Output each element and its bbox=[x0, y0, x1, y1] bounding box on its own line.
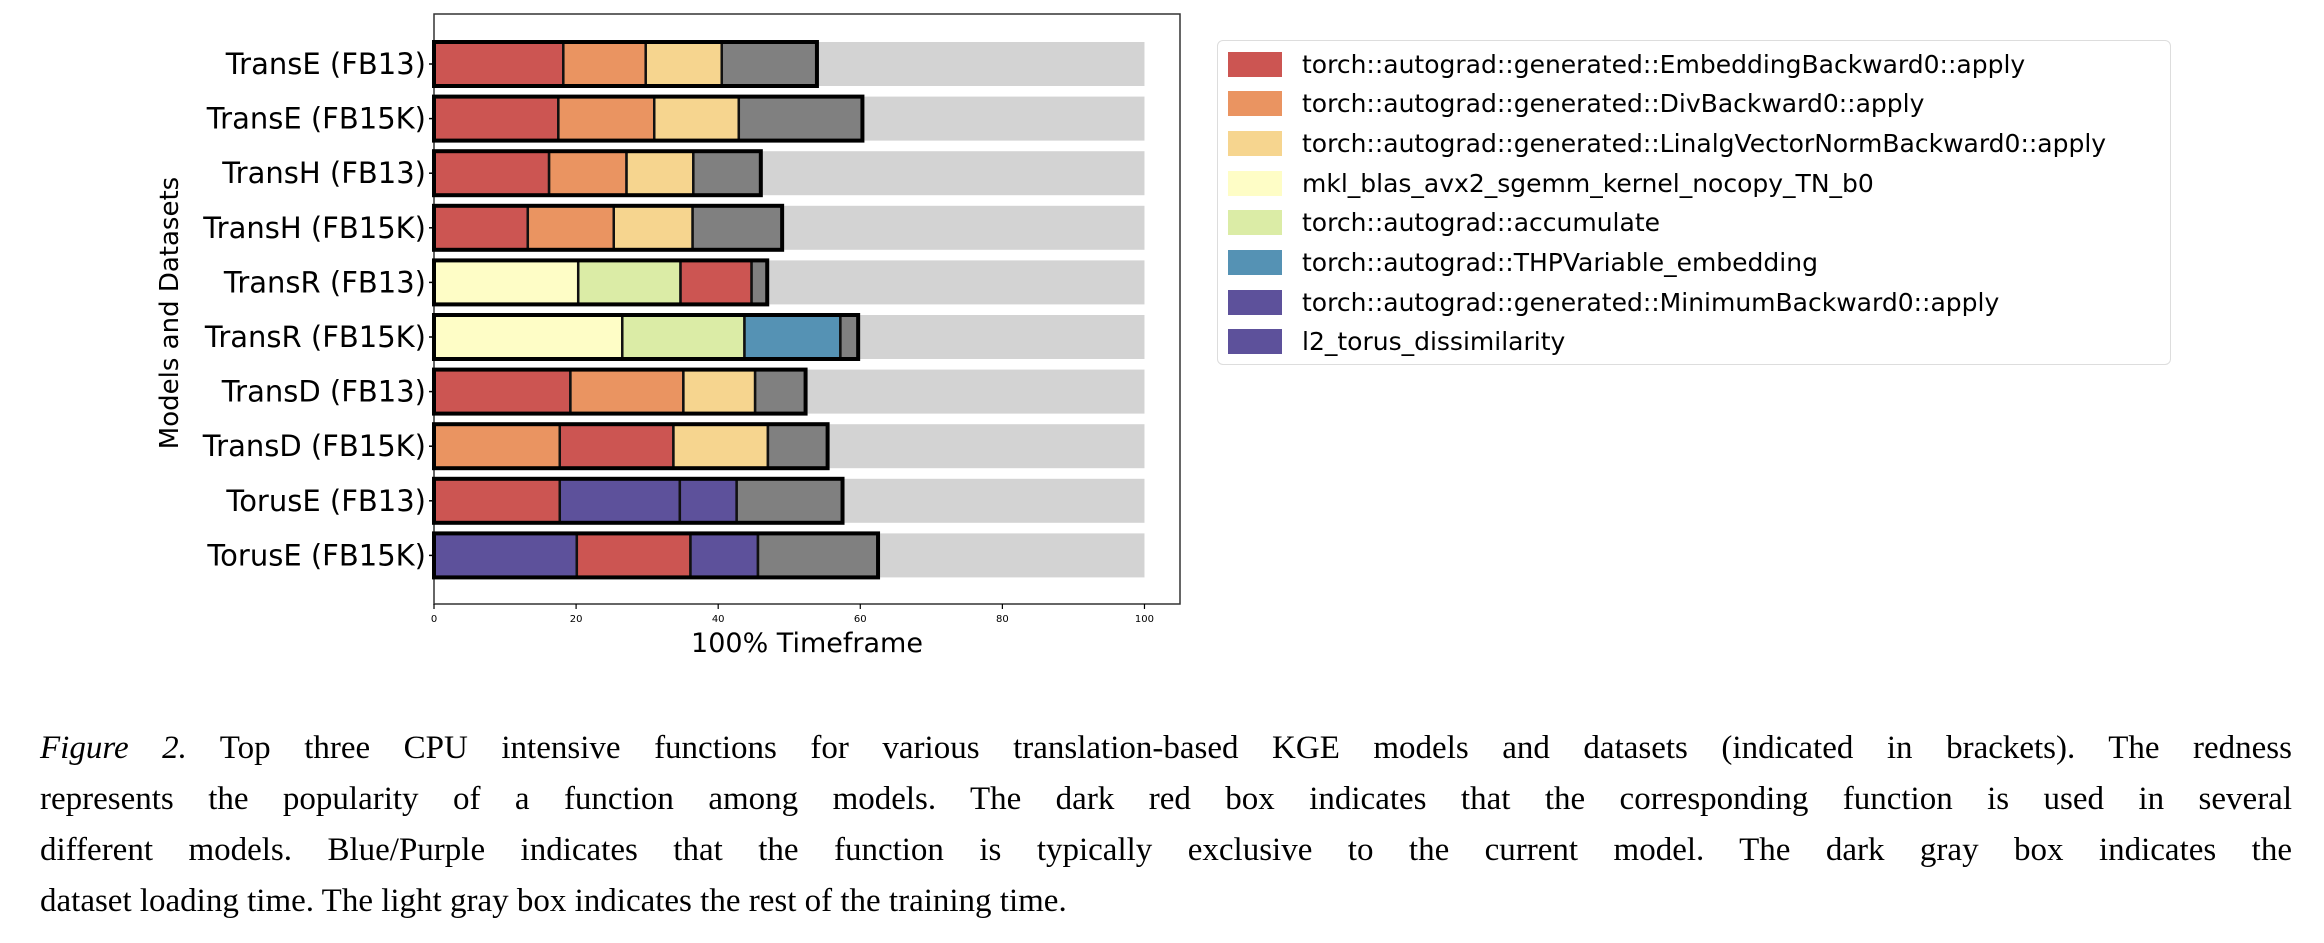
bar-dataset-loading bbox=[839, 313, 860, 361]
bar-dataset-loading bbox=[737, 95, 864, 142]
bar-row: TransE (FB15K) bbox=[206, 94, 1145, 143]
bar-row: TorusE (FB15K) bbox=[206, 531, 1145, 580]
x-tick-label: 60 bbox=[854, 614, 867, 625]
bar-segment bbox=[557, 95, 656, 142]
bar-row: TorusE (FB13) bbox=[225, 476, 1145, 525]
y-tick-label: TransD (FB15K) bbox=[202, 429, 426, 463]
bar-segment bbox=[558, 477, 682, 525]
legend-label: torch::autograd::generated::MinimumBackw… bbox=[1302, 287, 2000, 317]
bar-segment bbox=[432, 149, 551, 197]
legend-label: torch::autograd::generated::EmbeddingBac… bbox=[1302, 49, 2026, 79]
stacked-bar-chart: TransE (FB13) TransE (FB15K) TransH (FB13)… bbox=[155, 13, 1181, 659]
caption-line: different models. Blue/Purple indicates … bbox=[40, 832, 2292, 868]
legend-label: mkl_blas_avx2_sgemm_kernel_nocopy_TN_b0 bbox=[1302, 168, 1874, 198]
y-tick-label: TorusE (FB13) bbox=[225, 484, 426, 518]
bar-segment bbox=[678, 477, 738, 525]
y-tick-label: TransH (FB15K) bbox=[202, 211, 426, 245]
bar-segment bbox=[432, 422, 562, 470]
legend-label: torch::autograd::generated::DivBackward0… bbox=[1302, 89, 1925, 119]
legend-swatch bbox=[1228, 91, 1282, 117]
x-tick-label: 80 bbox=[996, 614, 1009, 625]
bar-segment bbox=[432, 95, 560, 142]
legend-label: torch::autograd::accumulate bbox=[1302, 208, 1661, 238]
bar-segment bbox=[644, 40, 723, 88]
legend-swatch bbox=[1228, 130, 1282, 156]
legend-item: l2_torus_dissimilarity bbox=[1228, 327, 1565, 357]
legend-swatch bbox=[1228, 289, 1282, 315]
y-tick-label: TransR (FB13) bbox=[223, 265, 426, 299]
x-axis-label: 100% Timeframe bbox=[691, 628, 923, 659]
y-tick-label: TransE (FB15K) bbox=[206, 102, 426, 136]
bar-dataset-loading bbox=[692, 149, 763, 197]
bar-segment bbox=[432, 259, 580, 306]
legend-item: torch::autograd::accumulate bbox=[1228, 208, 1660, 238]
bar-row: TransD (FB15K) bbox=[202, 422, 1145, 471]
x-tick-label: 40 bbox=[712, 614, 725, 625]
bar-segment bbox=[576, 259, 682, 306]
legend-item: torch::autograd::generated::LinalgVector… bbox=[1228, 128, 2106, 158]
legend-item: torch::autograd::generated::EmbeddingBac… bbox=[1228, 49, 2025, 79]
legend-swatch bbox=[1228, 51, 1282, 77]
y-axis-label: Models and Datasets bbox=[155, 177, 185, 449]
caption-line: Figure 2. Top three CPU intensive functi… bbox=[40, 730, 2292, 766]
legend-item: torch::autograd::generated::MinimumBackw… bbox=[1228, 287, 1999, 317]
bar-row: TransR (FB15K) bbox=[204, 313, 1145, 361]
bar-segment bbox=[547, 149, 628, 197]
legend-item: mkl_blas_avx2_sgemm_kernel_nocopy_TN_b0 bbox=[1228, 168, 1874, 198]
legend-swatch bbox=[1228, 250, 1282, 275]
bar-segment bbox=[743, 313, 842, 361]
bar-segment bbox=[679, 259, 753, 306]
bar-dataset-loading bbox=[766, 422, 829, 470]
bar-dataset-loading bbox=[691, 204, 784, 252]
bar-segment bbox=[432, 313, 624, 361]
bar-segment bbox=[625, 149, 695, 197]
y-tick-label: TransH (FB13) bbox=[221, 156, 426, 190]
bar-segment bbox=[432, 532, 579, 579]
legend: torch::autograd::generated::EmbeddingBac… bbox=[1217, 40, 2171, 365]
bar-row: TransH (FB13) bbox=[221, 149, 1145, 198]
bar-segment bbox=[612, 204, 694, 252]
caption-line: dataset loading time. The light gray box… bbox=[40, 883, 1067, 919]
bar-segment bbox=[682, 368, 757, 415]
y-tick-label: TransE (FB13) bbox=[225, 47, 426, 81]
bar-row: TransD (FB13) bbox=[221, 367, 1145, 416]
bar-segment bbox=[432, 368, 572, 415]
bar-segment bbox=[432, 477, 562, 525]
legend-swatch bbox=[1228, 210, 1282, 236]
bar-segment bbox=[672, 422, 770, 470]
legend-item: torch::autograd::THPVariable_embedding bbox=[1228, 248, 1818, 278]
y-tick-label: TransR (FB15K) bbox=[204, 320, 426, 354]
y-tick-label: TransD (FB13) bbox=[221, 375, 426, 409]
bar-dataset-loading bbox=[756, 532, 880, 579]
bar-segment bbox=[432, 204, 530, 252]
x-tick-label: 100 bbox=[1135, 614, 1154, 625]
caption-label: Figure 2. bbox=[40, 730, 187, 766]
bar-dataset-loading bbox=[750, 259, 769, 306]
y-tick-label: TorusE (FB15K) bbox=[206, 538, 426, 572]
bar-segment bbox=[652, 95, 741, 142]
bar-segment bbox=[621, 313, 746, 361]
legend-label: torch::autograd::THPVariable_embedding bbox=[1302, 248, 1818, 277]
bar-segment bbox=[575, 532, 692, 579]
bar-dataset-loading bbox=[720, 40, 819, 88]
bar-segment bbox=[558, 422, 675, 470]
x-tick-label: 0 bbox=[431, 614, 437, 625]
bar-row: TransH (FB15K) bbox=[202, 203, 1145, 252]
bar-dataset-loading bbox=[735, 477, 844, 525]
x-tick-label: 20 bbox=[570, 614, 583, 625]
bar-segment bbox=[569, 368, 685, 415]
bar-row: TransE (FB13) bbox=[225, 40, 1145, 88]
bar-row: TransR (FB13) bbox=[223, 258, 1145, 307]
legend-label: torch::autograd::generated::LinalgVector… bbox=[1302, 128, 2107, 158]
bar-segment bbox=[689, 532, 760, 579]
bar-segment bbox=[562, 40, 647, 88]
caption-line: represents the popularity of a function … bbox=[40, 781, 2292, 817]
legend-label: l2_torus_dissimilarity bbox=[1302, 327, 1566, 357]
legend-item: torch::autograd::generated::DivBackward0… bbox=[1228, 89, 1924, 119]
bar-segment bbox=[432, 40, 565, 88]
bar-dataset-loading bbox=[753, 368, 807, 415]
legend-swatch bbox=[1228, 170, 1282, 196]
legend-swatch bbox=[1228, 329, 1282, 355]
bar-segment bbox=[526, 204, 616, 252]
